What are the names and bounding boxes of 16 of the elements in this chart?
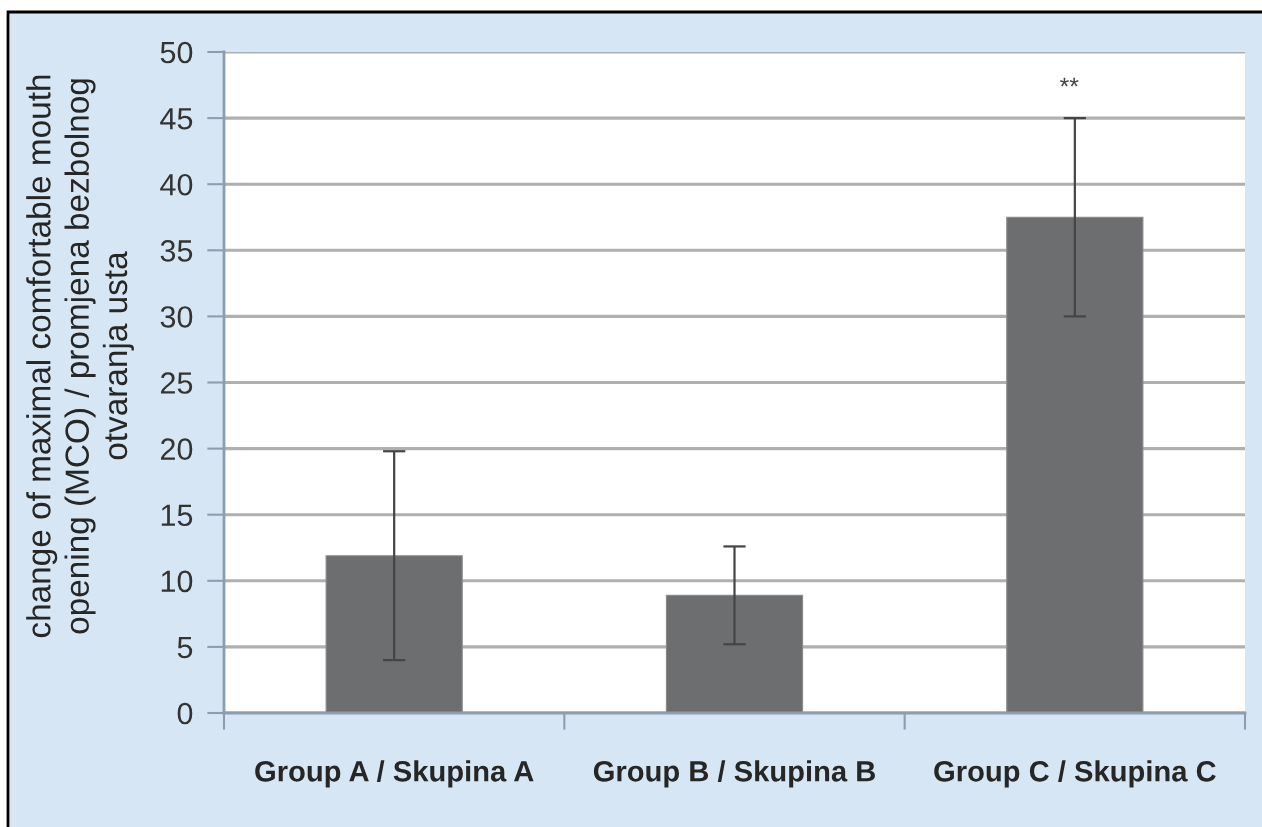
x-tick-label: Group C / Skupina C [934,760,1216,788]
y-tick-label: 40 [160,173,193,196]
y-tick-label: 25 [161,372,193,394]
y-tick-label: 20 [161,438,193,460]
y-tick-label: 45 [160,108,193,130]
y-axis-title: change of maximal comfortable mouth opening (MCO) / promjena bezbolnog otvaranja usta [26,75,134,638]
y-tick-label: 50 [160,41,193,64]
annotation: ** [1059,77,1079,87]
y-tick-label: 5 [177,636,193,659]
y-tick-label: 35 [160,240,193,262]
y-tick-label: 30 [160,306,193,328]
y-tick-label: 10 [161,570,193,593]
x-tick-label: Group A / Skupina A [255,760,534,788]
x-tick-label: Group B / Skupina B [593,760,875,788]
y-tick-label: 0 [177,702,193,725]
y-tick-label: 15 [161,504,193,527]
